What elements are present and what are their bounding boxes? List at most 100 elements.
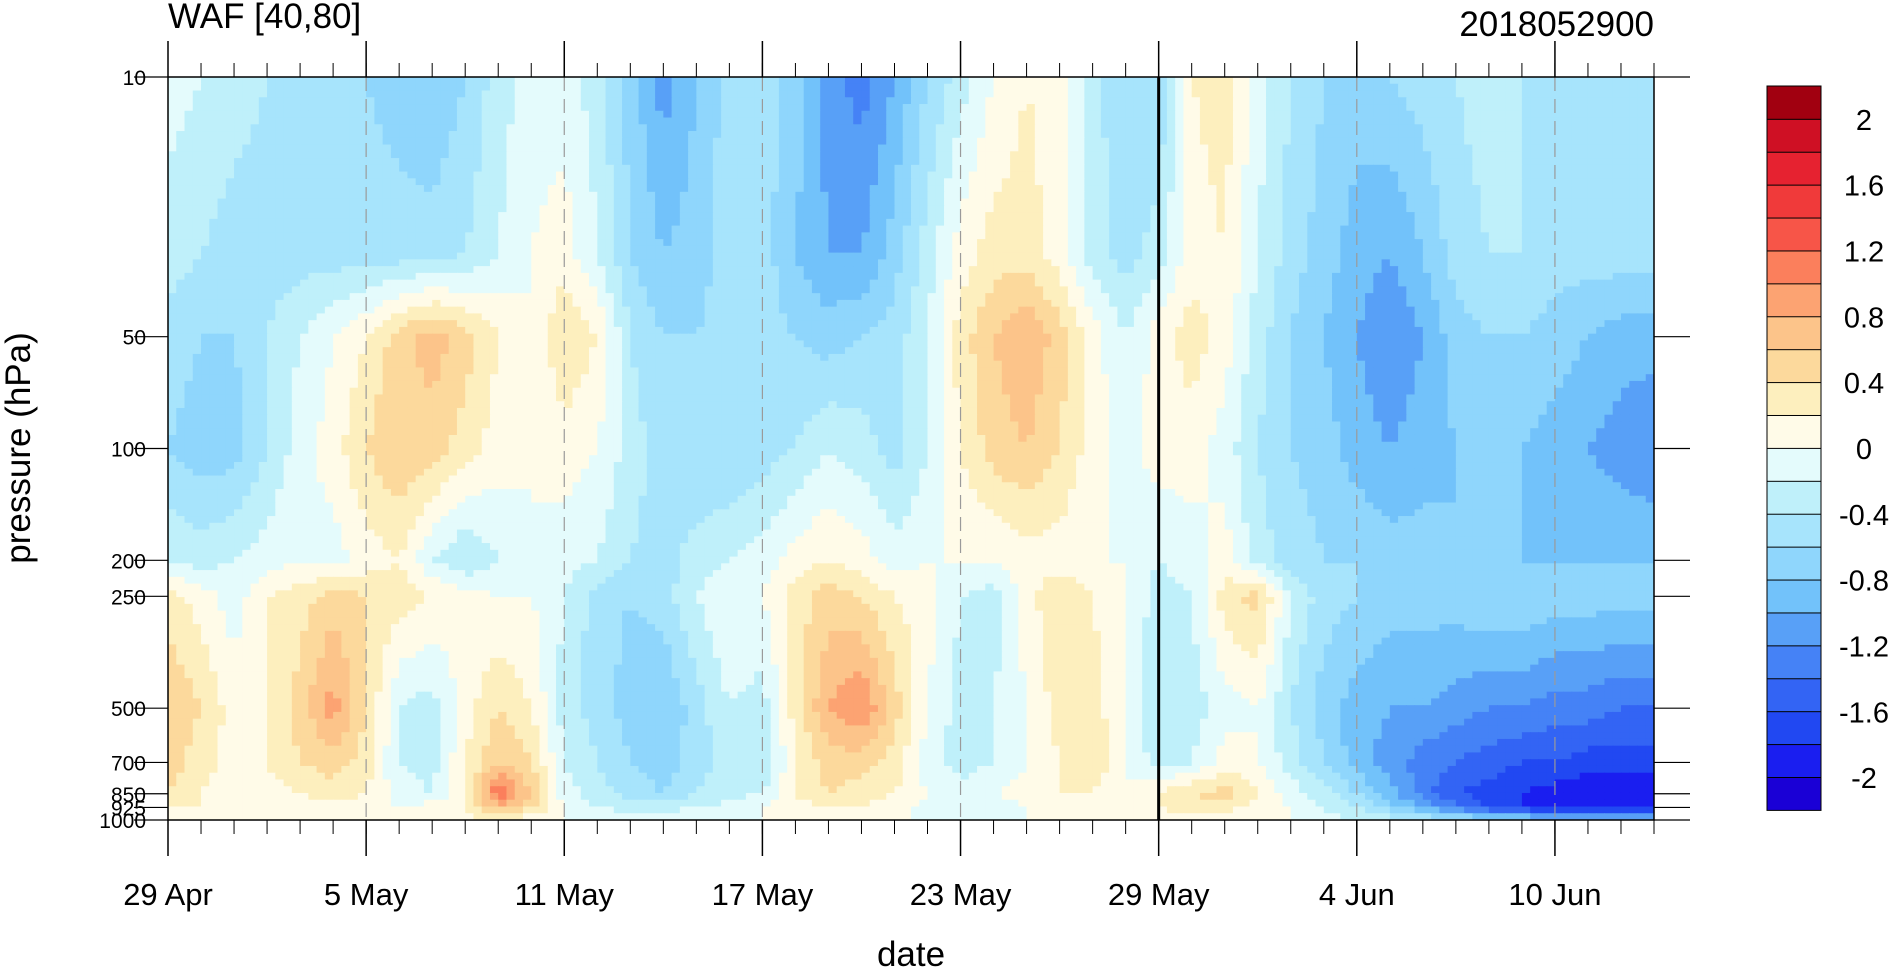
heat-cell xyxy=(902,104,912,112)
heat-cell xyxy=(655,178,664,186)
heat-cell xyxy=(1043,124,1052,132)
heat-cell xyxy=(985,212,995,220)
heat-cell xyxy=(275,185,285,193)
heat-cell xyxy=(787,164,797,173)
heat-cell xyxy=(1406,131,1416,139)
heat-cell xyxy=(1431,239,1440,247)
heat-cell xyxy=(977,131,986,139)
heat-cell xyxy=(811,232,821,240)
heat-cell xyxy=(704,171,714,179)
heat-cell xyxy=(1257,110,1267,119)
heat-cell xyxy=(778,117,788,125)
heat-cell xyxy=(944,131,953,139)
heat-cell xyxy=(456,252,466,260)
heat-cell xyxy=(1001,137,1011,146)
heat-cell xyxy=(1604,124,1614,132)
heat-cell xyxy=(250,205,260,213)
heat-cell xyxy=(1034,77,1044,85)
heat-cell xyxy=(1612,124,1622,132)
heat-cell xyxy=(795,144,805,152)
heat-cell xyxy=(853,198,863,206)
heat-cell xyxy=(1224,137,1234,146)
heat-cell xyxy=(1637,198,1647,206)
heat-cell xyxy=(324,171,334,179)
heat-cell xyxy=(1282,90,1292,98)
heat-cell xyxy=(366,212,375,220)
heat-cell xyxy=(341,110,351,119)
heat-cell xyxy=(1232,164,1242,173)
heat-cell xyxy=(1142,83,1152,92)
heat-cell xyxy=(366,191,375,200)
heat-cell xyxy=(1645,171,1654,179)
heat-cell xyxy=(1067,117,1077,125)
heat-cell xyxy=(836,245,846,254)
heat-cell xyxy=(1447,110,1457,119)
heat-cell xyxy=(407,191,417,200)
heat-cell xyxy=(547,158,557,166)
heat-cell xyxy=(481,164,491,173)
heat-cell xyxy=(324,232,334,240)
heat-cell xyxy=(613,151,623,159)
heat-cell xyxy=(795,77,805,85)
heat-cell xyxy=(993,259,1003,267)
heat-cell xyxy=(531,259,541,267)
heat-cell xyxy=(1059,144,1069,152)
heat-cell xyxy=(877,212,887,220)
heat-cell xyxy=(1332,218,1341,227)
heat-cell xyxy=(589,178,598,186)
heat-cell xyxy=(1315,185,1325,193)
heat-cell xyxy=(1158,239,1168,247)
heat-cell xyxy=(597,178,607,186)
heat-cell xyxy=(894,97,904,105)
heat-cell xyxy=(432,252,442,260)
heat-cell xyxy=(1365,137,1374,146)
heat-cell xyxy=(291,178,301,186)
heat-cell xyxy=(1439,144,1449,152)
heat-cell xyxy=(1315,198,1325,206)
heat-cell xyxy=(580,259,590,267)
heat-cell xyxy=(448,171,458,179)
heat-cell xyxy=(432,131,442,139)
heat-cell xyxy=(1521,212,1531,220)
heat-cell xyxy=(688,158,697,166)
heat-cell xyxy=(399,205,409,213)
heat-cell xyxy=(1422,171,1432,179)
heat-cell xyxy=(547,117,557,125)
heat-cell xyxy=(1216,104,1226,112)
heat-cell xyxy=(704,97,714,105)
heat-cell xyxy=(572,178,582,186)
heat-cell xyxy=(894,117,904,125)
heat-cell xyxy=(1538,117,1548,125)
heat-cell xyxy=(1076,212,1085,220)
heat-cell xyxy=(704,205,714,213)
heat-cell xyxy=(448,77,458,85)
heat-cell xyxy=(1356,239,1366,247)
heat-cell xyxy=(1249,164,1259,173)
heat-cell xyxy=(440,252,450,260)
heat-cell xyxy=(1315,137,1325,146)
heat-cell xyxy=(828,191,838,200)
heat-cell xyxy=(1117,232,1127,240)
heat-cell xyxy=(729,124,739,132)
heat-cell xyxy=(1340,212,1350,220)
heat-cell xyxy=(234,83,243,92)
heat-cell xyxy=(1059,212,1069,220)
heat-cell xyxy=(1538,252,1548,260)
heat-cell xyxy=(721,124,730,132)
heat-cell xyxy=(1282,97,1292,105)
heat-cell xyxy=(836,110,846,119)
heat-cell xyxy=(1455,245,1465,254)
heat-cell xyxy=(1538,171,1548,179)
heat-cell xyxy=(778,245,788,254)
heat-cell xyxy=(754,198,763,206)
heat-cell xyxy=(944,151,953,159)
heat-cell xyxy=(1571,191,1581,200)
heat-cell xyxy=(1199,252,1209,260)
heat-cell xyxy=(787,185,797,193)
heat-cell xyxy=(1513,225,1523,233)
heat-cell xyxy=(258,252,268,260)
heat-cell xyxy=(1249,239,1259,247)
heat-cell xyxy=(1332,151,1341,159)
heat-cell xyxy=(473,117,483,125)
heat-cell xyxy=(1596,185,1606,193)
